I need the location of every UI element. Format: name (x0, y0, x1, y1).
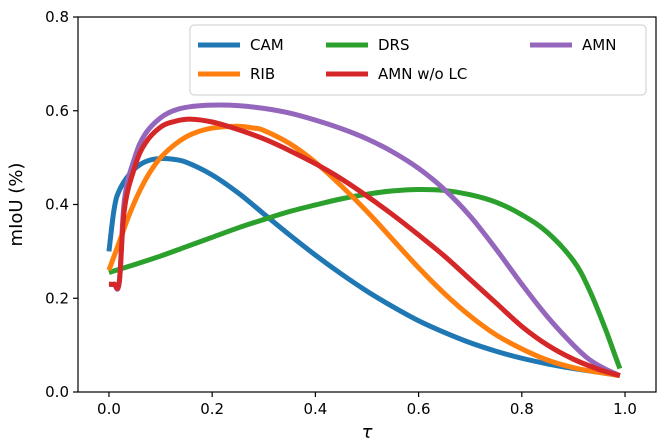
legend-label-amn: AMN (582, 36, 616, 54)
y-tick-label: 0.8 (45, 8, 69, 26)
x-tick-label: 0.0 (97, 400, 121, 418)
series-line-drs (108, 186, 623, 370)
y-tick-label: 0.4 (45, 196, 69, 214)
series-line-rib (106, 123, 621, 379)
legend-label-cam: CAM (250, 36, 284, 54)
legend-label-drs: DRS (378, 36, 410, 54)
y-axis-label: mIoU (%) (6, 163, 27, 247)
y-tick-label: 0.0 (45, 383, 69, 401)
series-layer (106, 102, 623, 379)
legend: CAM DRS AMN RIB AMN w/o LC (189, 24, 647, 96)
y-tick-label: 0.2 (45, 289, 69, 307)
x-tick-label: 0.8 (510, 400, 534, 418)
x-axis-label: τ (362, 422, 373, 442)
x-tick-label: 0.2 (200, 400, 224, 418)
series-line-amn (108, 102, 621, 378)
series-line-cam (106, 155, 621, 379)
x-tick-label: 1.0 (613, 400, 637, 418)
series-line-amn-w-o-lc (108, 116, 621, 378)
tick-layer: 0.0 0.2 0.4 0.6 0.8 1.0 0.0 0.2 0.4 0.6 0.8 (45, 8, 637, 418)
legend-label-amn-w-o-lc: AMN w/o LC (378, 65, 467, 83)
x-tick-label: 0.4 (303, 400, 327, 418)
y-tick-label: 0.6 (45, 102, 69, 120)
x-tick-label: 0.6 (407, 400, 431, 418)
legend-label-rib: RIB (250, 65, 275, 83)
